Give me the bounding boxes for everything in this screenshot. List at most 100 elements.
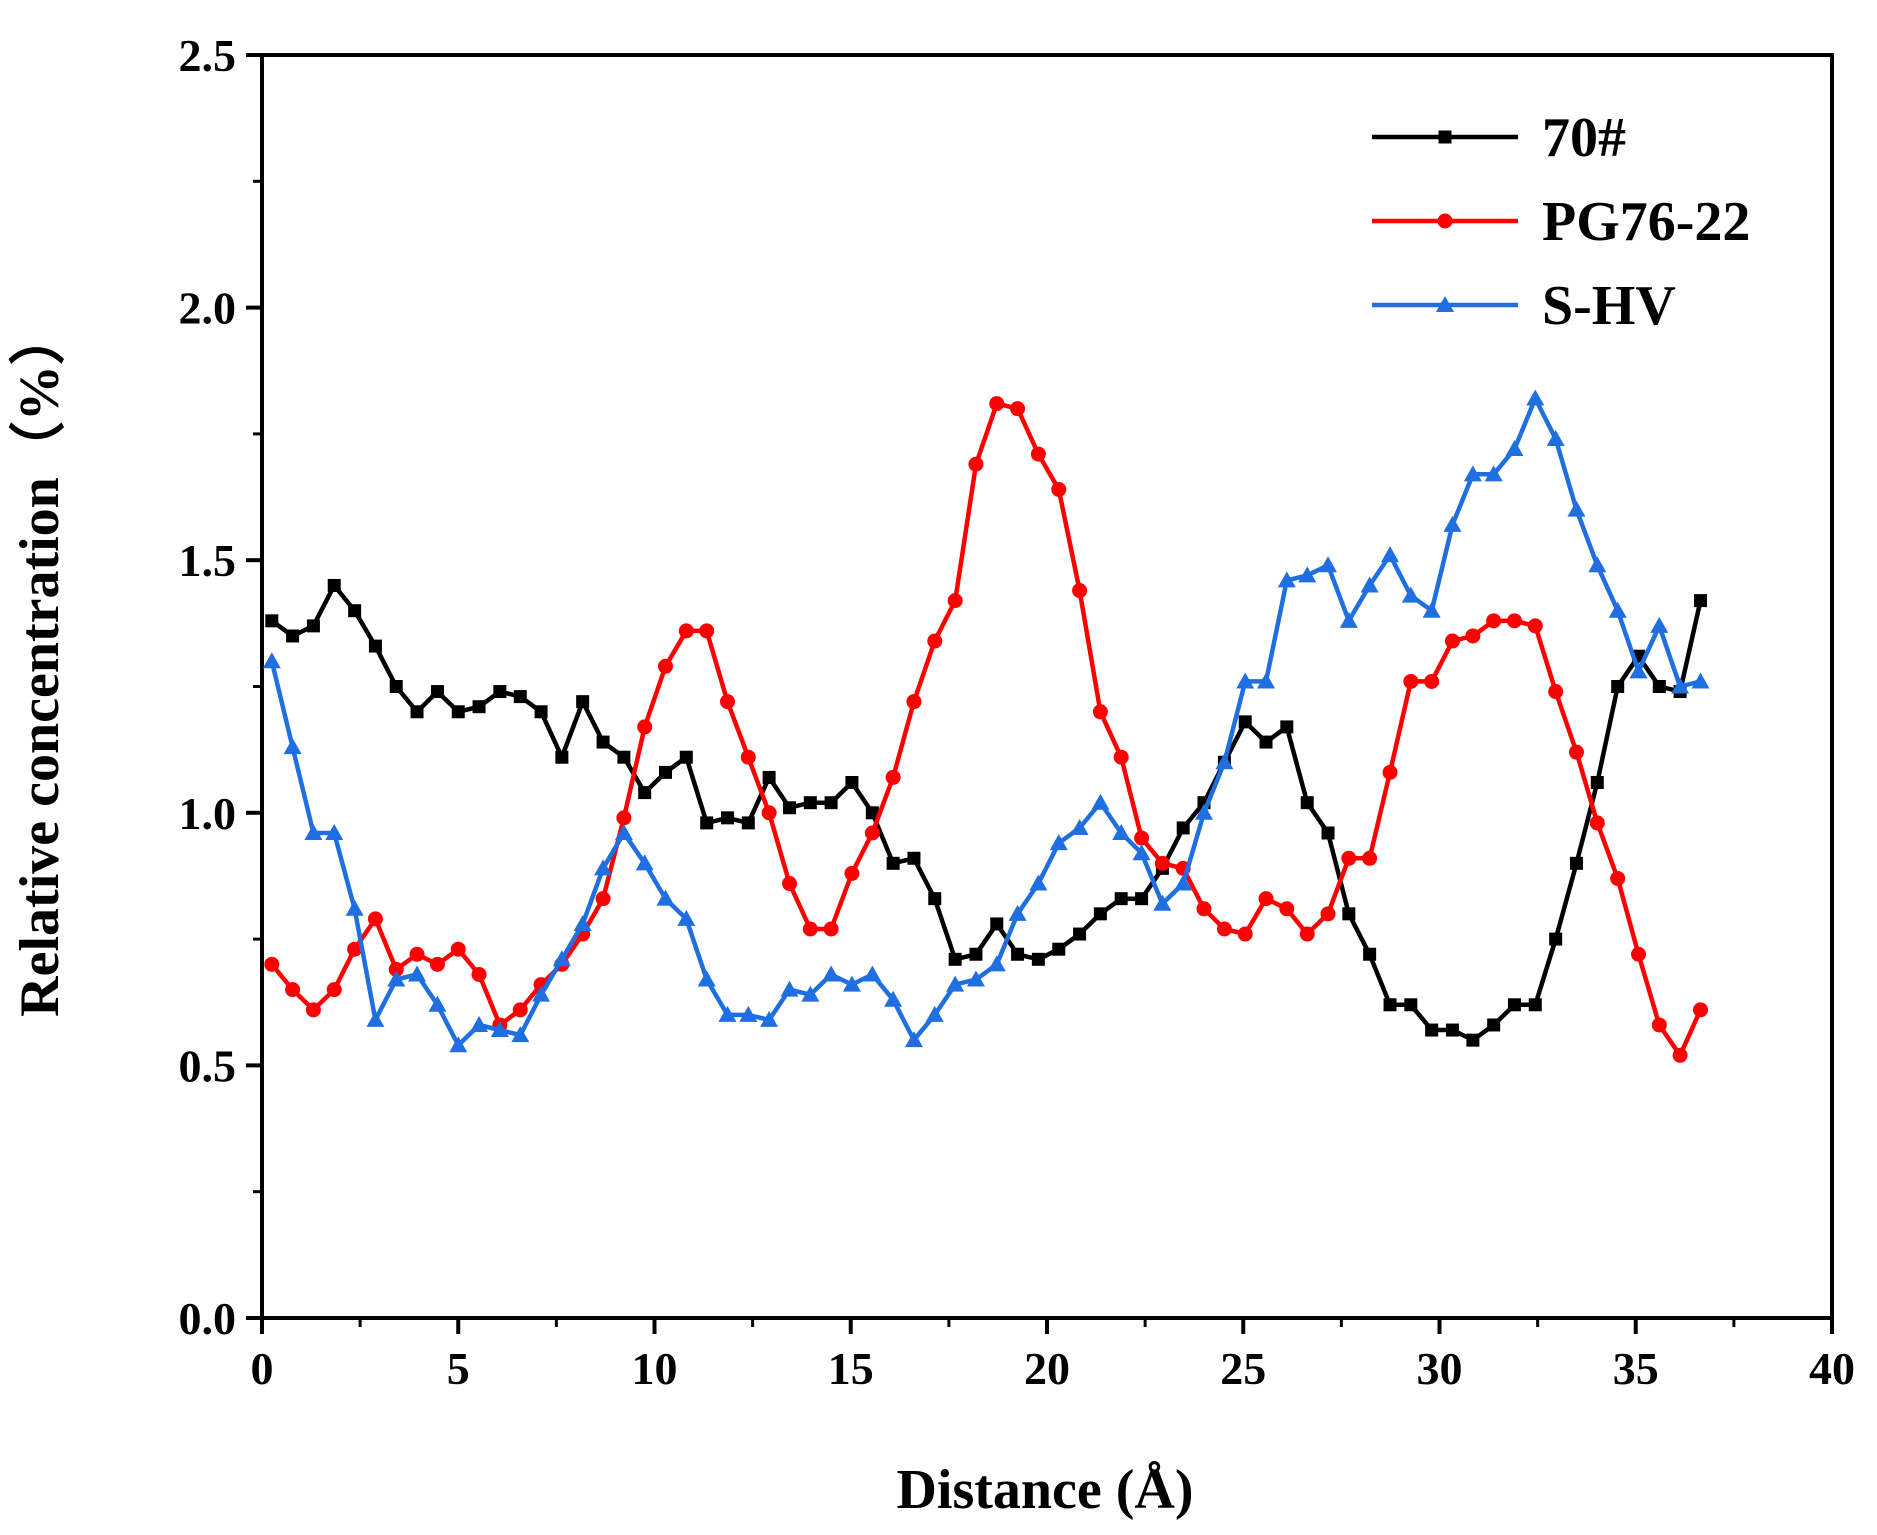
data-point: [430, 685, 444, 699]
data-point: [285, 982, 301, 998]
data-point: [1382, 764, 1398, 780]
data-point: [326, 982, 342, 998]
data-point: [1299, 926, 1315, 942]
data-point: [699, 623, 715, 639]
data-point: [990, 917, 1004, 931]
y-tick-label: 0.5: [179, 1040, 237, 1091]
x-tick-label: 20: [1024, 1343, 1070, 1394]
data-point: [348, 604, 362, 618]
data-point: [1257, 672, 1276, 689]
data-point: [1010, 401, 1026, 417]
data-point: [428, 995, 447, 1012]
data-point: [1693, 1002, 1709, 1018]
legend-item: S-HV: [1372, 275, 1676, 337]
x-tick-label: 25: [1220, 1343, 1266, 1394]
data-point: [617, 750, 631, 764]
data-point: [1466, 1033, 1480, 1047]
data-point: [1174, 874, 1193, 891]
data-point: [1444, 633, 1460, 649]
data-point: [1486, 613, 1502, 629]
data-point: [1487, 1018, 1501, 1032]
legend-label: PG76-22: [1542, 191, 1750, 253]
data-point: [532, 985, 551, 1002]
data-point: [928, 892, 942, 906]
data-point: [304, 824, 323, 841]
data-point: [286, 629, 300, 643]
data-point: [1568, 744, 1584, 760]
data-point: [1277, 571, 1296, 588]
data-point: [678, 623, 694, 639]
data-point: [262, 652, 281, 669]
legend-label: 70#: [1542, 107, 1626, 169]
data-point: [803, 796, 817, 810]
data-point: [367, 911, 383, 927]
data-point: [1424, 673, 1440, 689]
data-point: [906, 694, 922, 710]
x-tick-label: 10: [632, 1343, 678, 1394]
data-point: [1567, 500, 1586, 517]
data-point: [885, 769, 901, 785]
data-point: [389, 680, 403, 693]
data-point: [1195, 803, 1213, 820]
data-point: [1215, 753, 1234, 770]
data-point: [1589, 815, 1605, 831]
data-point: [388, 961, 404, 977]
data-point: [265, 614, 279, 628]
data-point: [1052, 942, 1066, 956]
data-point: [697, 970, 716, 987]
data-point: [1650, 616, 1669, 633]
data-point: [1383, 998, 1397, 1012]
data-point: [1671, 677, 1690, 694]
data-point: [470, 1015, 489, 1032]
data-point: [1484, 465, 1503, 482]
x-tick-label: 40: [1809, 1343, 1855, 1394]
y-tick-label: 1.5: [179, 535, 237, 586]
data-point: [824, 796, 838, 810]
data-point: [635, 854, 654, 871]
series-layer: [262, 389, 1710, 1063]
data-point: [1443, 515, 1462, 532]
data-point: [1321, 826, 1335, 840]
data-point: [948, 952, 962, 966]
legend-marker: [1437, 213, 1453, 229]
legend-marker: [1438, 130, 1452, 144]
data-point: [656, 889, 675, 906]
data-point: [1381, 546, 1400, 563]
data-point: [1507, 998, 1521, 1012]
data-point: [512, 1002, 528, 1018]
data-point: [842, 975, 861, 992]
series-pg76-22: [264, 396, 1709, 1063]
data-point: [594, 859, 613, 876]
data-point: [1548, 684, 1564, 700]
data-point: [969, 947, 983, 961]
data-point: [677, 909, 696, 926]
data-point: [1505, 440, 1524, 457]
data-point: [264, 956, 280, 972]
data-point: [1422, 601, 1441, 618]
series-line: [270, 401, 1703, 1058]
data-point: [511, 1026, 530, 1043]
data-point: [1280, 720, 1294, 734]
data-point: [1362, 850, 1378, 866]
legend-item: PG76-22: [1372, 191, 1750, 253]
axis-ticks: 0 5 10 15 20 25 30 35 40 0.0 0.5 1.0 1.5 2.0 2.5: [179, 30, 1856, 1394]
data-point: [801, 985, 820, 1002]
series-70: [265, 578, 1708, 1047]
data-point: [1259, 735, 1273, 749]
data-point: [305, 1002, 321, 1018]
data-point: [760, 1010, 779, 1027]
series-line: [269, 396, 1702, 1048]
data-point: [1691, 672, 1710, 689]
data-point: [657, 658, 673, 674]
data-point: [700, 816, 714, 830]
data-point: [1549, 932, 1563, 946]
data-point: [616, 810, 632, 826]
data-point: [1694, 594, 1708, 608]
data-point: [987, 955, 1006, 972]
y-axis-title: Relative concentration（%）: [8, 309, 71, 1017]
data-point: [886, 856, 900, 870]
y-tick-label: 2.0: [179, 283, 237, 334]
data-point: [1463, 465, 1482, 482]
